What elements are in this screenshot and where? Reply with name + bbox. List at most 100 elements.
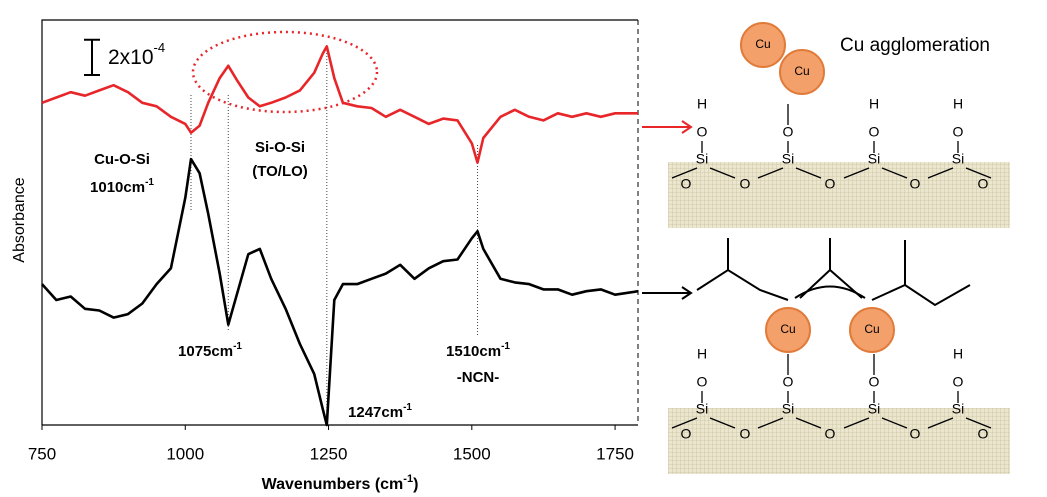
peak-label-text: 1075cm [178, 343, 233, 360]
atom-label: Cu [794, 64, 809, 78]
atom-label: H [697, 346, 707, 362]
bond [881, 417, 908, 429]
cu-atom [779, 49, 825, 95]
atom-label: O [740, 176, 751, 192]
atom-label: H [953, 346, 963, 362]
atom-label: O [978, 176, 989, 192]
bond [843, 167, 870, 179]
peak-label-sup: -1 [501, 341, 510, 352]
atom-label: O [825, 426, 836, 442]
peak-label-sup: -1 [145, 177, 154, 188]
arrowhead [681, 120, 693, 134]
highlight-ellipse [191, 30, 379, 114]
arrowhead [681, 286, 693, 300]
annotation: Si-O-Si [255, 139, 305, 156]
x-axis-title: Wavenumbers (cm-1) [262, 473, 419, 493]
atom-label: O [869, 124, 880, 140]
plot: Absorbance Wavenumbers (cm-1) 2x10-4 Si-… [11, 19, 639, 493]
atom-label: O [869, 374, 880, 390]
atom-label: Si [782, 401, 794, 417]
peak-label: 1010cm-1 [90, 177, 154, 196]
cu-atom [849, 307, 895, 353]
bond [671, 167, 698, 179]
peak-label-sup: -1 [403, 402, 412, 413]
bond [881, 167, 908, 179]
atom-label: H [697, 96, 707, 112]
atom-label: O [953, 124, 964, 140]
bond [671, 417, 698, 429]
atom-label: Si [952, 151, 964, 167]
x-tick-label: 1750 [596, 444, 634, 463]
atom-label: O [825, 176, 836, 192]
peak-label: 1510cm-1 [446, 341, 510, 360]
atom-label: O [681, 426, 692, 442]
spectrum [41, 45, 638, 164]
bond [965, 167, 992, 179]
bond [965, 417, 992, 429]
substrate [668, 408, 1010, 474]
atom-label: O [697, 374, 708, 390]
atom-label: H [869, 96, 879, 112]
scale-bar-text: 2x10 [108, 46, 154, 69]
bond [795, 167, 822, 179]
annotation: (TO/LO) [252, 163, 308, 180]
atom-label: O [697, 124, 708, 140]
x-axis-title-sup: -1 [403, 473, 413, 485]
bond [927, 417, 954, 429]
frame [41, 19, 638, 425]
bond [757, 417, 784, 429]
bond [757, 167, 784, 179]
bond [709, 167, 736, 179]
ligand [696, 238, 971, 307]
substrate [668, 162, 1010, 228]
x-axis-title-text: Wavenumbers (cm [262, 476, 404, 493]
atom-label: O [910, 176, 921, 192]
atom-label: O [740, 426, 751, 442]
peak-label: 1247cm-1 [348, 402, 412, 421]
atom-label: Si [868, 401, 880, 417]
cu-atom [740, 22, 786, 68]
y-axis-title: Absorbance [11, 177, 28, 262]
peak-label-text: 1247cm [348, 404, 403, 421]
spectrum [41, 157, 639, 427]
peak-name: -NCN- [457, 369, 500, 386]
scale-bar [84, 38, 100, 76]
atom-label: O [681, 176, 692, 192]
bond [795, 417, 822, 429]
x-tick-label: 1250 [310, 444, 348, 463]
x-axis-title-end: ) [413, 476, 418, 493]
atom-label: Cu [864, 322, 879, 336]
atom-label: O [910, 426, 921, 442]
atom-label: Si [696, 151, 708, 167]
diagram-caption: Cu agglomeration [840, 35, 990, 56]
scale-bar-sup: -4 [154, 40, 166, 55]
peak-label: 1075cm-1 [178, 341, 242, 360]
cu-atom [765, 307, 811, 353]
plot-area [42, 20, 638, 425]
atom-label: Si [696, 401, 708, 417]
atom-label: Cu [780, 322, 795, 336]
peak-name: Cu-O-Si [94, 151, 150, 168]
atom-label: O [953, 374, 964, 390]
x-tick-label: 1000 [166, 444, 204, 463]
peak-label-text: 1510cm [446, 343, 501, 360]
atom-label: Si [782, 151, 794, 167]
peak-label-sup: -1 [233, 341, 242, 352]
x-tick-label: 750 [28, 444, 56, 463]
bond [927, 167, 954, 179]
atom-label: Si [868, 151, 880, 167]
atom-label: O [783, 124, 794, 140]
bond [709, 417, 736, 429]
atom-label: O [783, 374, 794, 390]
x-tick-label: 1500 [453, 444, 491, 463]
bond [843, 417, 870, 429]
atom-label: H [953, 96, 963, 112]
peak-label-text: 1010cm [90, 179, 145, 196]
atom-label: O [978, 426, 989, 442]
ligand-bond [794, 285, 866, 299]
atom-label: Cu [755, 37, 770, 51]
atom-label: Si [952, 401, 964, 417]
scale-bar-label: 2x10-4 [108, 40, 165, 68]
